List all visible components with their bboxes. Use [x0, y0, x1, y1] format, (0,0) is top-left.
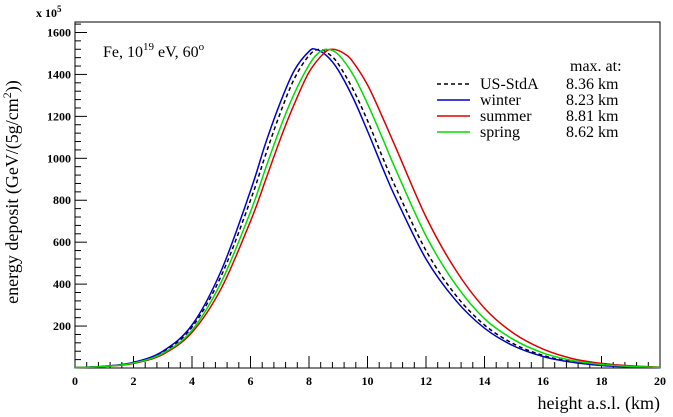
y-tick-label: 1000	[47, 151, 71, 165]
legend-max-winter: 8.23 km	[566, 92, 619, 109]
x-tick-label: 20	[654, 374, 666, 388]
series-curves	[74, 47, 661, 369]
series-line-winter	[74, 47, 661, 369]
legend-name-summer: summer	[480, 108, 532, 125]
x-tick-label: 6	[248, 374, 254, 388]
y-tick-label: 1400	[47, 67, 71, 81]
legend-name-us-stda: US-StdA	[480, 76, 539, 93]
x-tick-label: 8	[306, 374, 312, 388]
x-axis-label: height a.s.l. (km)	[538, 393, 660, 414]
y-tick-label: 200	[53, 319, 71, 333]
series-line-spring	[74, 48, 661, 369]
series-line-us-stda	[74, 48, 661, 369]
legend: max. at: US-StdA 8.36 km winter 8.23 km summ…	[437, 58, 622, 141]
legend-max-summer: 8.81 km	[566, 108, 619, 125]
y-tick-label: 800	[53, 193, 71, 207]
y-tick-label: 400	[53, 277, 71, 291]
x-tick-label: 18	[596, 374, 608, 388]
legend-name-spring: spring	[480, 124, 520, 141]
x-tick-label: 2	[131, 374, 137, 388]
x-tick-label: 12	[420, 374, 432, 388]
legend-max-spring: 8.62 km	[566, 124, 619, 141]
y-ticks: 200 400 600 800 1000 1200 1400 1600	[47, 23, 87, 369]
y-tick-label: 1200	[47, 109, 71, 123]
annotation: Fe, 1019 eV, 60o	[103, 41, 205, 61]
x-tick-label: 4	[189, 374, 195, 388]
y-tick-label: 600	[53, 235, 71, 249]
x-tick-label: 10	[362, 374, 374, 388]
x-tick-label: 0	[72, 374, 78, 388]
y-multiplier: x 105	[36, 4, 62, 20]
series-line-summer	[74, 48, 661, 369]
y-tick-label: 1600	[47, 25, 71, 39]
x-tick-label: 14	[479, 374, 491, 388]
y-axis-label: energy deposit (GeV/(5g/cm2))	[0, 80, 23, 304]
x-ticks: 0 2 4 6 8 10 12 14 16 18 20	[72, 356, 666, 388]
x-tick-label: 16	[537, 374, 549, 388]
legend-max-us-stda: 8.36 km	[566, 76, 619, 93]
legend-name-winter: winter	[480, 92, 522, 109]
legend-title: max. at:	[570, 58, 622, 75]
